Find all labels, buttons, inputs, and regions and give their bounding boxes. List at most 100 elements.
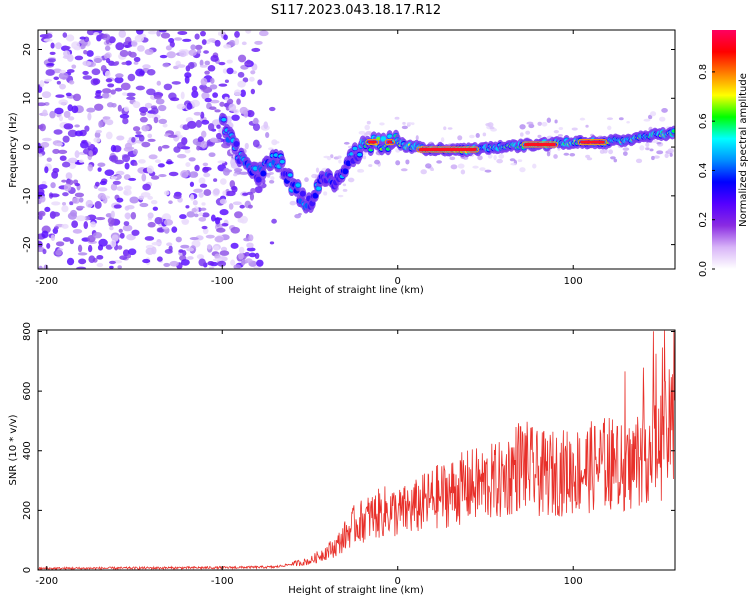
- heatmap-cell: [216, 227, 226, 233]
- heatmap-cell: [161, 144, 170, 149]
- heatmap-cell: [40, 141, 50, 148]
- heatmap-cell: [526, 121, 534, 125]
- heatmap-cell: [217, 160, 226, 164]
- heatmap-cell: [51, 201, 61, 206]
- heatmap-cell: [79, 197, 84, 203]
- heatmap-cell: [141, 173, 147, 182]
- heatmap-cell: [66, 69, 75, 73]
- heatmap-cell: [76, 215, 86, 222]
- heatmap-cell: [86, 30, 95, 36]
- heatmap-cell: [74, 150, 80, 159]
- heatmap-cell: [242, 77, 249, 83]
- heatmap-cell: [50, 182, 56, 189]
- heatmap-cell: [510, 162, 517, 166]
- heatmap-cell: [436, 160, 442, 164]
- heatmap-cell: [42, 248, 47, 255]
- heatmap-cell: [58, 72, 69, 80]
- heatmap-cell: [468, 134, 475, 139]
- heatmap-cell: [38, 124, 44, 130]
- y-tick-label: 800: [22, 322, 33, 341]
- heatmap-cell: [78, 159, 84, 163]
- heatmap-cell: [151, 246, 157, 255]
- heatmap-cell: [155, 98, 165, 105]
- heatmap-cell: [234, 30, 240, 38]
- heatmap-cell: [100, 65, 107, 72]
- heatmap-cell: [357, 152, 363, 157]
- heatmap-cell: [66, 257, 75, 266]
- heatmap-cell: [62, 192, 69, 197]
- heatmap-cell: [210, 77, 215, 84]
- heatmap-cell: [519, 167, 526, 173]
- heatmap-cell: [212, 92, 219, 98]
- heatmap-cell: [376, 137, 381, 140]
- heatmap-cell: [120, 82, 131, 91]
- heatmap-cell: [219, 250, 230, 256]
- heatmap-cell: [209, 137, 218, 143]
- colorbar-tick-label: 0.6: [698, 113, 709, 129]
- heatmap-cell: [91, 68, 101, 76]
- x-tick-label: -200: [35, 576, 58, 587]
- heatmap-cell: [114, 76, 124, 84]
- heatmap-cell: [82, 70, 89, 76]
- heatmap-cell: [204, 97, 212, 103]
- heatmap-cell: [184, 148, 191, 154]
- heatmap-cell: [537, 121, 543, 126]
- heatmap-cell: [38, 153, 43, 158]
- heatmap-cell: [123, 106, 130, 112]
- heatmap-cell: [132, 126, 141, 132]
- heatmap-cell: [207, 261, 215, 266]
- heatmap-cell: [65, 92, 72, 97]
- heatmap-cell: [218, 61, 226, 66]
- heatmap-cell: [69, 201, 74, 206]
- snr-panel: -200 -100 0 100 0 200 400 600 800 Height of str…: [8, 322, 676, 596]
- heatmap-cell: [265, 132, 270, 138]
- colorbar-gradient: [712, 30, 736, 269]
- heatmap-cell: [126, 233, 136, 241]
- heatmap-cell: [563, 152, 570, 156]
- heatmap-cell: [148, 154, 158, 160]
- heatmap-cell: [126, 96, 136, 101]
- heatmap-cell: [86, 107, 96, 113]
- heatmap-cell: [212, 258, 223, 262]
- heatmap-cell: [217, 260, 227, 267]
- heatmap-cell: [57, 149, 68, 155]
- heatmap-cell: [366, 120, 371, 125]
- heatmap-cell: [128, 177, 137, 181]
- heatmap-cell: [169, 260, 179, 267]
- heatmap-cell: [180, 170, 189, 179]
- heatmap-cell: [92, 78, 101, 85]
- heatmap-cell: [119, 49, 129, 57]
- heatmap-cell: [179, 50, 187, 58]
- heatmap-cell: [62, 135, 70, 143]
- heatmap-cell: [250, 70, 256, 75]
- heatmap-cell: [358, 130, 366, 135]
- y-tick-label: 0: [22, 144, 33, 150]
- heatmap-cell: [193, 111, 202, 116]
- heatmap-cell: [244, 258, 253, 264]
- heatmap-cell: [123, 221, 130, 227]
- heatmap-cell: [337, 155, 342, 159]
- heatmap-cell: [298, 212, 302, 216]
- heatmap-cell: [110, 210, 115, 219]
- heatmap-cell: [613, 158, 618, 163]
- heatmap-cell: [44, 206, 51, 213]
- heatmap-cell: [295, 183, 301, 187]
- heatmap-cell: [243, 110, 249, 118]
- heatmap-cell: [98, 238, 108, 247]
- heatmap-cell: [252, 139, 260, 148]
- heatmap-cell: [63, 45, 71, 50]
- heatmap-cell: [618, 117, 624, 121]
- y-tick-label: -10: [22, 188, 33, 204]
- snr-x-ticks: -200 -100 0 100: [35, 330, 583, 587]
- heatmap-cell: [228, 203, 234, 210]
- heatmap-cell: [647, 114, 653, 120]
- heatmap-cell: [157, 163, 165, 168]
- heatmap-cell: [97, 162, 106, 167]
- heatmap-cell: [110, 144, 117, 153]
- heatmap-cell: [199, 59, 204, 67]
- heatmap-cell: [159, 30, 167, 33]
- heatmap-cell: [95, 89, 102, 94]
- heatmap-cell: [222, 68, 228, 74]
- x-tick-label: -100: [211, 576, 234, 587]
- heatmap-cell: [224, 96, 229, 101]
